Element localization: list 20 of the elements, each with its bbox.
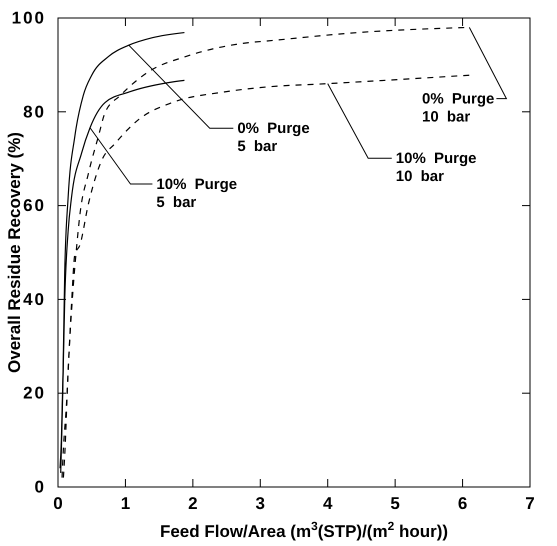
x-tick-label: 1 xyxy=(120,494,130,514)
annotation: 10% Purge 10 bar xyxy=(396,150,476,186)
x-tick-label: 3 xyxy=(256,494,266,514)
y-tick-label: 60 xyxy=(23,196,46,216)
x-axis-title: Feed Flow/Area (m$^{3}$(STP)/(m$^{2}$ hour)) xyxy=(160,519,448,541)
annotation: 0% Purge 5 bar xyxy=(237,120,310,156)
annotation: 0% Purge 10 bar xyxy=(422,90,494,126)
y-tick-label: 100 xyxy=(12,8,46,28)
x-tick-label: 4 xyxy=(322,494,333,514)
y-axis-title: Overall Residue Recovery (%) xyxy=(5,132,24,373)
x-tick-label: 0 xyxy=(53,494,63,514)
x-tick-label: 2 xyxy=(188,494,198,514)
annotation: 10% Purge 5 bar xyxy=(156,176,238,212)
x-tick-label: 5 xyxy=(390,494,400,514)
y-tick-label: 80 xyxy=(23,102,46,122)
y-tick-label: 20 xyxy=(23,384,46,403)
x-tick-label: 7 xyxy=(525,494,535,514)
y-tick-label: 40 xyxy=(23,290,46,309)
x-tick-label: 6 xyxy=(458,494,468,514)
y-tick-label: 0 xyxy=(34,477,46,496)
